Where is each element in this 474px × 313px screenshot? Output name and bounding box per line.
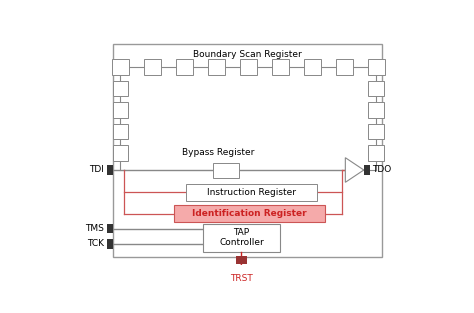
Bar xyxy=(107,224,113,233)
Bar xyxy=(113,81,128,96)
Bar xyxy=(176,59,193,74)
Bar xyxy=(368,102,384,118)
Text: TCK: TCK xyxy=(87,239,104,249)
Bar xyxy=(144,59,161,74)
Polygon shape xyxy=(346,158,364,182)
Bar xyxy=(368,81,384,96)
Bar xyxy=(272,59,289,74)
Bar xyxy=(368,59,384,74)
Text: TDO: TDO xyxy=(372,166,392,175)
Bar xyxy=(112,59,129,74)
Bar xyxy=(236,256,247,264)
Text: TMS: TMS xyxy=(85,224,104,233)
Text: Instruction Register: Instruction Register xyxy=(207,188,296,197)
Bar xyxy=(174,205,325,222)
Text: Bypass Register: Bypass Register xyxy=(182,148,255,157)
Bar xyxy=(368,145,384,161)
Bar xyxy=(304,59,321,74)
Text: TAP
Controller: TAP Controller xyxy=(219,228,264,248)
Text: Identification Register: Identification Register xyxy=(192,209,307,218)
Bar xyxy=(113,124,128,139)
Text: Boundary Scan Register: Boundary Scan Register xyxy=(193,50,302,59)
Bar xyxy=(364,165,370,175)
Bar xyxy=(213,163,239,178)
Text: TRST: TRST xyxy=(230,274,253,283)
Bar xyxy=(107,239,113,249)
Bar xyxy=(113,44,383,257)
Bar xyxy=(186,184,317,201)
Bar xyxy=(240,59,257,74)
Bar xyxy=(203,224,280,252)
Text: TDI: TDI xyxy=(90,166,104,175)
Bar xyxy=(336,59,353,74)
Bar xyxy=(107,165,113,175)
Bar xyxy=(368,124,384,139)
Bar xyxy=(113,102,128,118)
Bar xyxy=(113,145,128,161)
Bar xyxy=(208,59,225,74)
